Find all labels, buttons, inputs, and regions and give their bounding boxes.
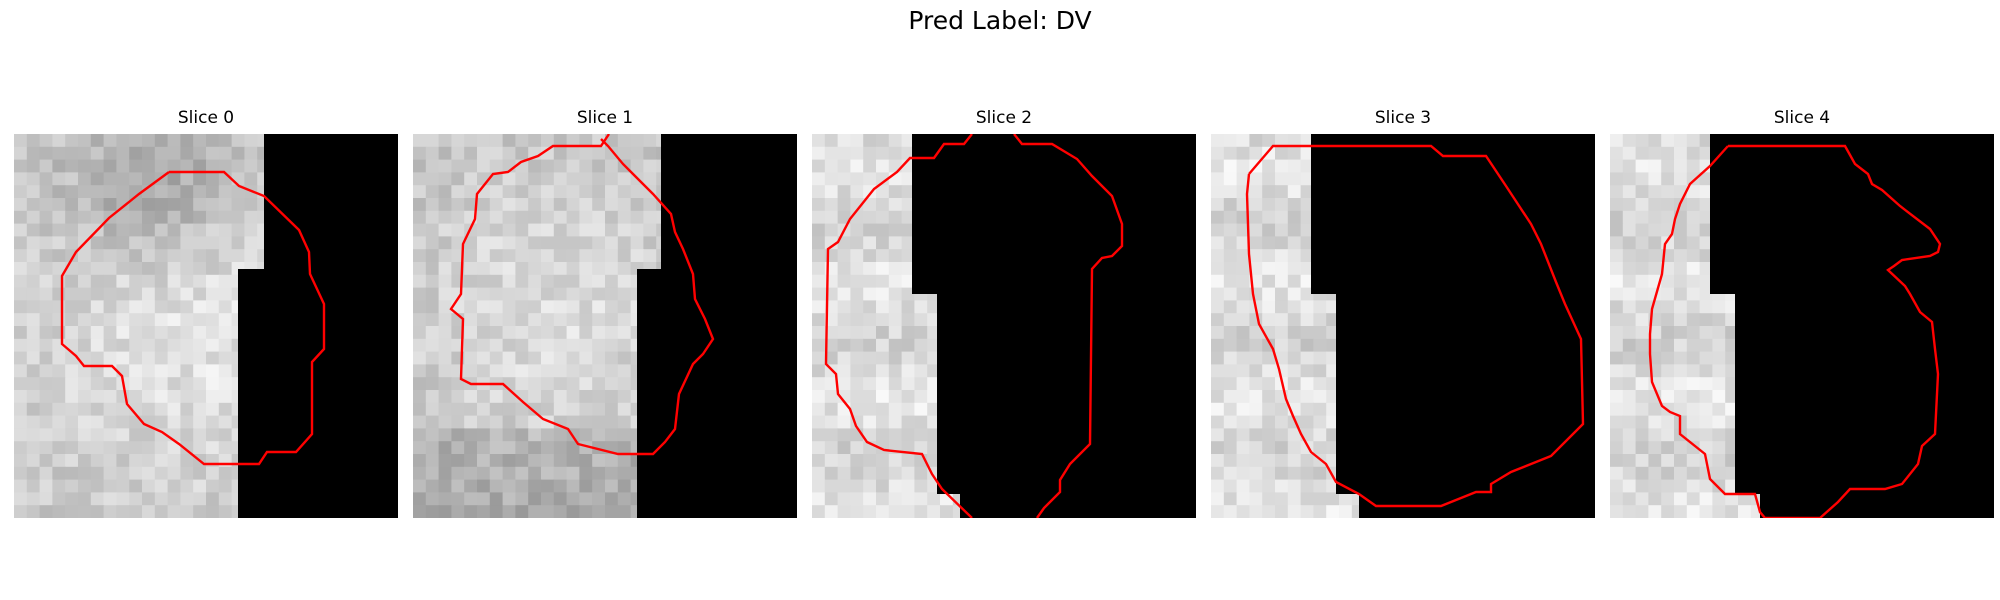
slice-title-1: Slice 1 — [413, 108, 797, 128]
slice-image-1 — [413, 134, 797, 518]
slice-panel-1: Slice 1 — [413, 108, 797, 518]
slice-title-4: Slice 4 — [1610, 108, 1994, 128]
slice-panel-2: Slice 2 — [812, 108, 1196, 518]
slice-panel-0: Slice 0 — [14, 108, 398, 518]
slice-title-0: Slice 0 — [14, 108, 398, 128]
slice-image-2 — [812, 134, 1196, 518]
slice-image-0 — [14, 134, 398, 518]
slice-title-2: Slice 2 — [812, 108, 1196, 128]
slice-image-3 — [1211, 134, 1595, 518]
figure-title: Pred Label: DV — [0, 6, 2000, 35]
slice-panel-4: Slice 4 — [1610, 108, 1994, 518]
slice-image-4 — [1610, 134, 1994, 518]
slice-title-3: Slice 3 — [1211, 108, 1595, 128]
slice-panel-3: Slice 3 — [1211, 108, 1595, 518]
